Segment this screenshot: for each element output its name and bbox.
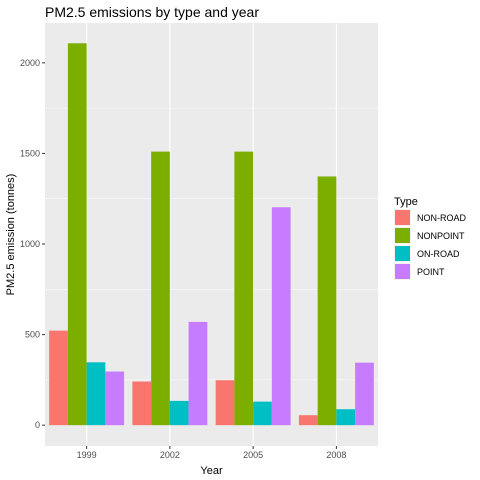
bar-non-road-2005 xyxy=(215,380,235,426)
legend: Type NON-ROAD NONPOINT ON-ROAD POINT xyxy=(394,196,466,280)
bar-point-2005 xyxy=(271,207,291,426)
bar-non-road-2008 xyxy=(298,415,318,426)
y-axis-title: PM2.5 emission (tonnes) xyxy=(5,174,17,296)
y-tick-label: 1500 xyxy=(20,148,40,158)
x-tick-label: 1999 xyxy=(77,450,97,460)
bar-non-road-1999 xyxy=(49,330,68,426)
bar-on-road-1999 xyxy=(86,362,106,426)
y-tick-label: 1000 xyxy=(20,239,40,249)
bar-point-1999 xyxy=(105,371,125,426)
bars xyxy=(49,43,374,426)
x-tick-label: 2002 xyxy=(160,450,180,460)
bar-on-road-2008 xyxy=(336,409,356,426)
bar-nonpoint-2005 xyxy=(234,151,254,426)
bar-on-road-2002 xyxy=(169,400,189,426)
bar-non-road-2002 xyxy=(132,381,152,426)
x-tick-label: 2008 xyxy=(326,450,346,460)
legend-label: ON-ROAD xyxy=(417,249,460,259)
bar-point-2002 xyxy=(188,321,208,426)
x-axis-title: Year xyxy=(200,465,223,477)
legend-label: POINT xyxy=(417,267,445,277)
legend-swatch-non-road xyxy=(395,210,410,225)
bar-nonpoint-1999 xyxy=(67,43,87,426)
legend-label: NONPOINT xyxy=(417,231,465,241)
bar-nonpoint-2002 xyxy=(151,151,170,426)
bar-on-road-2005 xyxy=(253,401,272,426)
y-tick-label: 2000 xyxy=(20,58,40,68)
y-tick-label: 500 xyxy=(25,330,40,340)
legend-title: Type xyxy=(394,196,418,208)
axes: 0 500 1000 1500 2000 1999 2002 2005 2008 xyxy=(20,58,346,460)
x-tick-label: 2005 xyxy=(243,450,263,460)
chart-title: PM2.5 emissions by type and year xyxy=(45,4,259,20)
legend-swatch-on-road xyxy=(395,246,410,261)
y-tick-label: 0 xyxy=(35,420,40,430)
legend-swatch-point xyxy=(395,264,410,279)
legend-swatch-nonpoint xyxy=(395,228,410,243)
bar-point-2008 xyxy=(355,362,374,426)
legend-label: NON-ROAD xyxy=(417,213,466,223)
bar-nonpoint-2008 xyxy=(317,176,337,426)
